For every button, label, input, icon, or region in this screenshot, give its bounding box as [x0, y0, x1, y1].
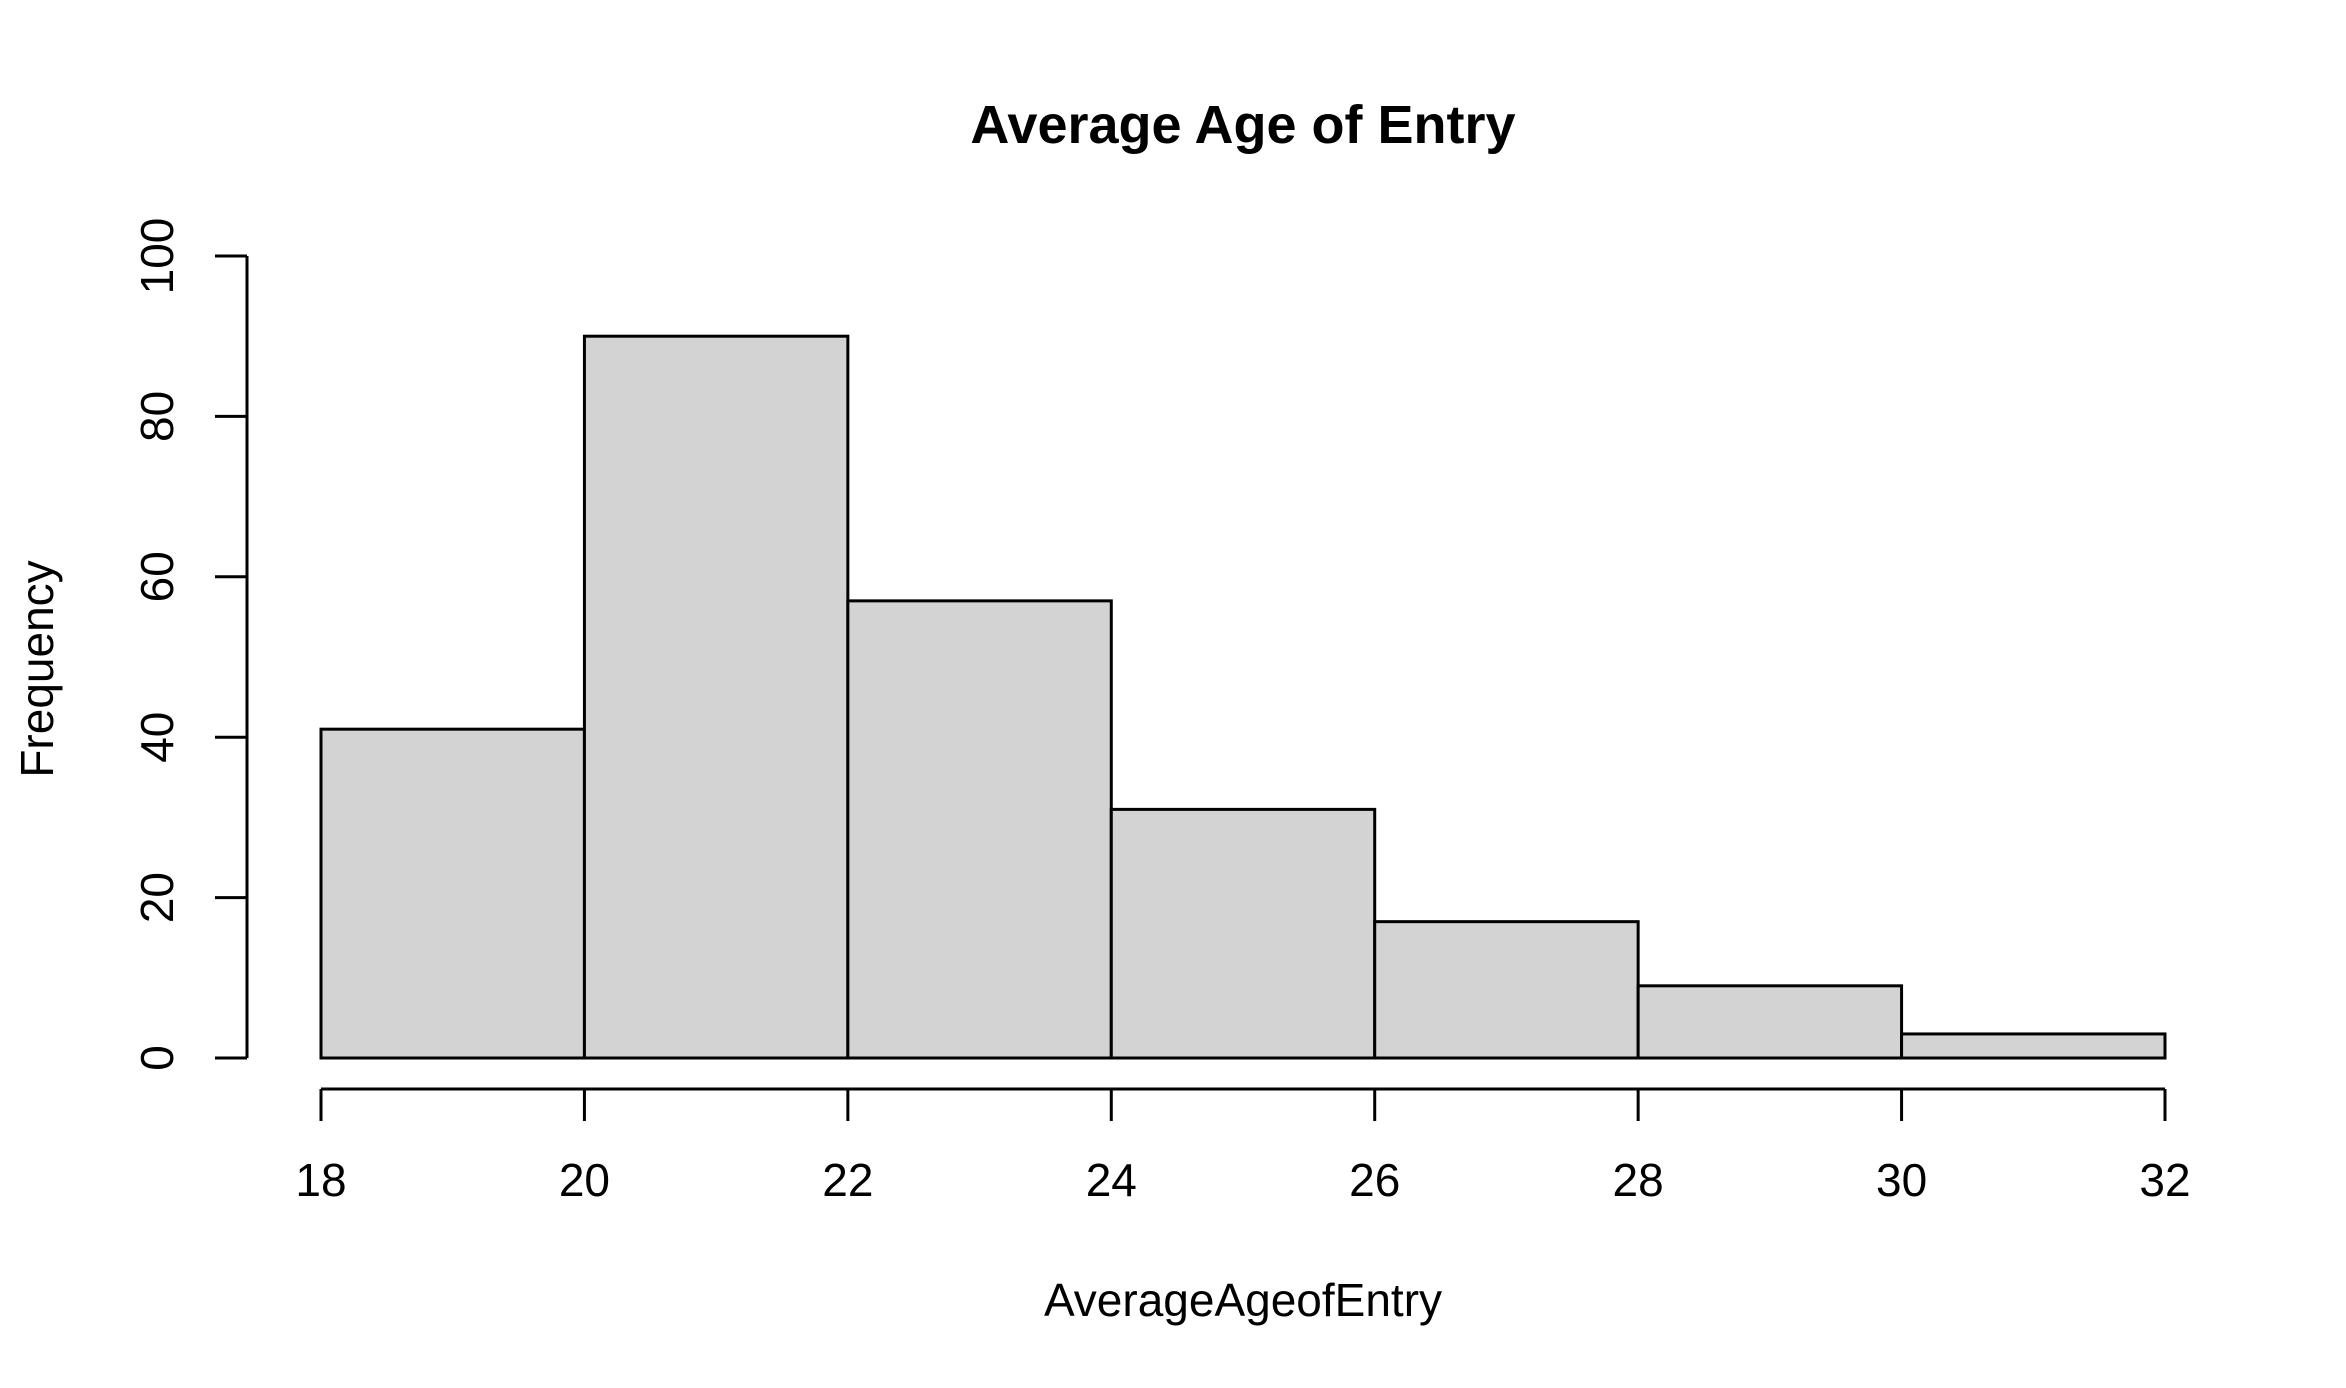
y-tick-label: 0 [131, 1045, 183, 1071]
y-axis-label: Frequency [11, 560, 63, 777]
histogram-bar [1900, 1032, 2167, 1060]
histogram-bar [1109, 807, 1377, 1060]
y-tick-label: 100 [131, 218, 183, 295]
x-axis: 18 20 22 24 26 28 30 32 [295, 1087, 2191, 1206]
x-tick-label: 24 [1086, 1154, 1137, 1206]
y-tick-label: 20 [131, 872, 183, 923]
y-tick-label: 60 [131, 551, 183, 602]
x-tick-label: 22 [822, 1154, 873, 1206]
y-tick-label: 40 [131, 712, 183, 763]
x-tick-label: 32 [2139, 1154, 2190, 1206]
x-tick-label: 26 [1349, 1154, 1400, 1206]
x-tick-label: 20 [559, 1154, 610, 1206]
x-tick-label: 28 [1613, 1154, 1664, 1206]
histogram-bar [582, 334, 850, 1060]
histogram-bar [319, 727, 586, 1060]
histogram-bar [1636, 984, 1904, 1060]
x-tick-label: 18 [295, 1154, 346, 1206]
chart-title: Average Age of Entry [970, 95, 1515, 155]
histogram-bar [1373, 920, 1640, 1060]
y-tick-label: 80 [131, 391, 183, 442]
x-axis-label: AverageAgeofEntry [1044, 1274, 1442, 1326]
histogram-bars [319, 334, 2167, 1060]
histogram-bar [846, 599, 1113, 1060]
y-axis: 0 20 40 60 80 100 [131, 218, 249, 1071]
x-tick-label: 30 [1876, 1154, 1927, 1206]
